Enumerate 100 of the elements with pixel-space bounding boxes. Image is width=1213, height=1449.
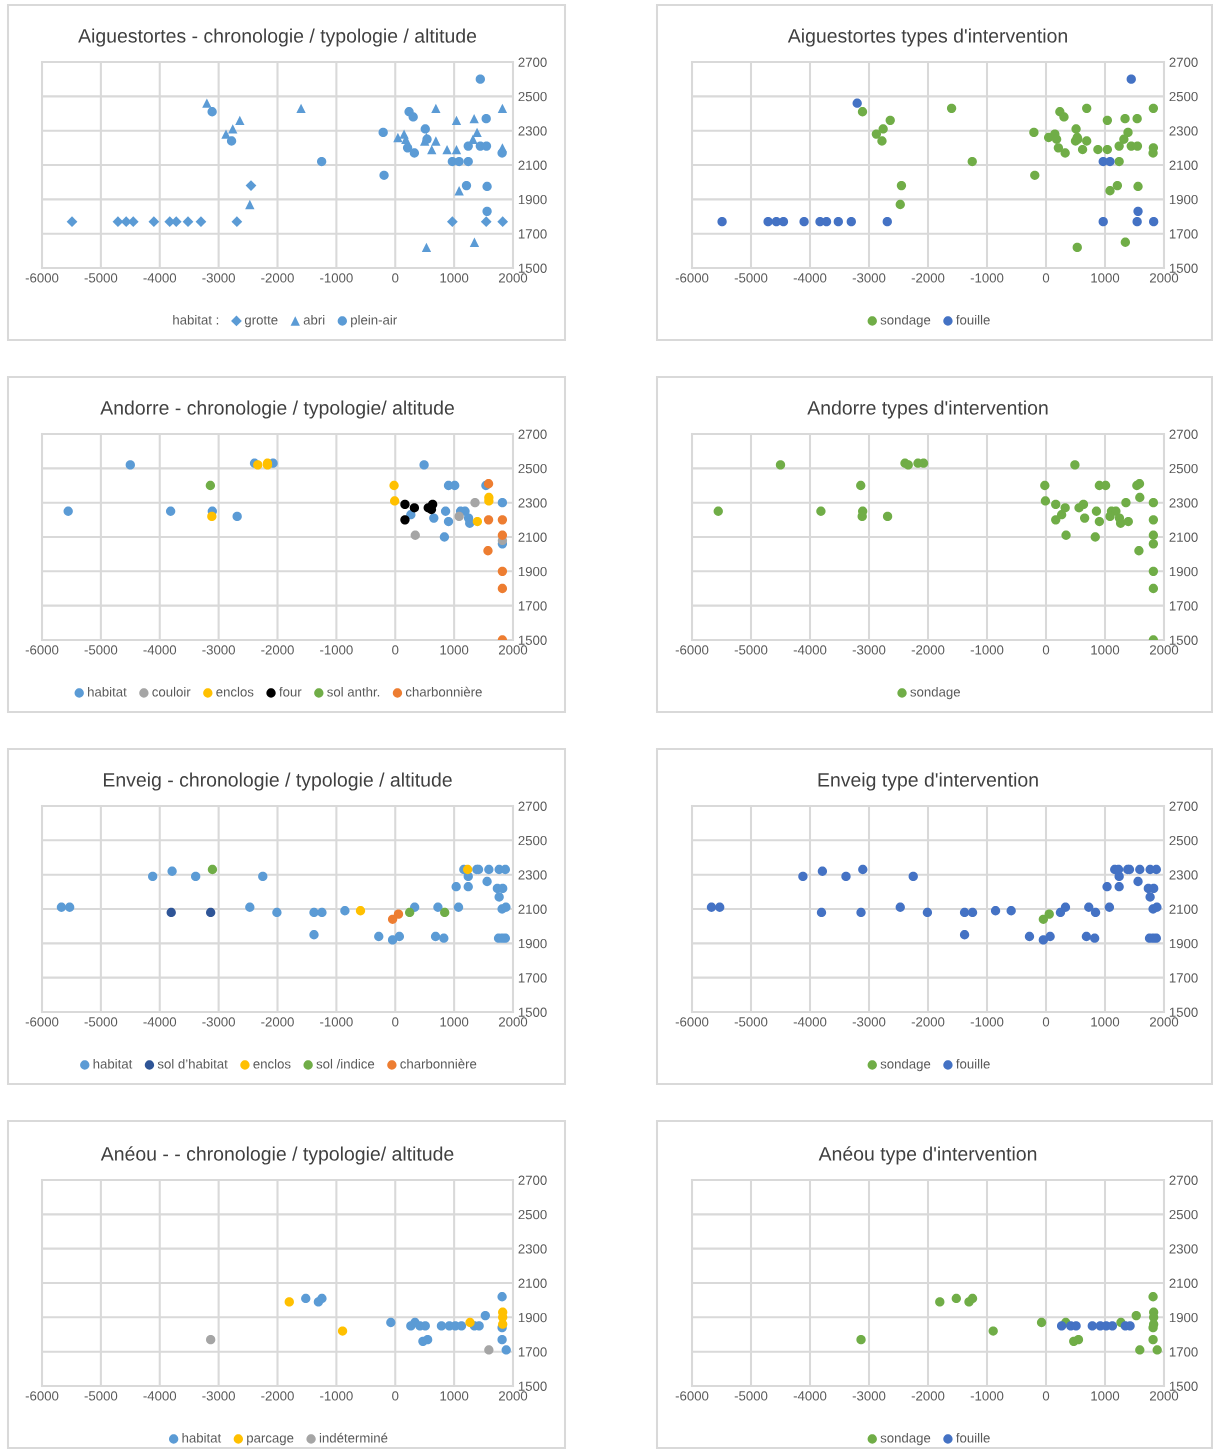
point — [882, 216, 892, 227]
y-tick-label: 2500 — [1169, 91, 1198, 102]
y-tick-label: 1700 — [1169, 229, 1198, 239]
y-tick-label: 2100 — [518, 904, 547, 914]
point — [1029, 127, 1039, 138]
x-tick-label: 2000 — [1149, 1017, 1179, 1027]
legend-label: habitat — [93, 1058, 133, 1069]
point — [245, 902, 255, 912]
x-tick-label: 2000 — [498, 273, 528, 283]
point — [1090, 532, 1100, 542]
x-tick-label: -1000 — [320, 273, 353, 283]
point — [386, 1317, 396, 1328]
point — [497, 148, 507, 158]
point — [1132, 113, 1142, 124]
point — [470, 498, 480, 508]
legend-label: enclos — [253, 1058, 291, 1069]
y-tick-label: 1900 — [518, 1312, 547, 1323]
point — [402, 143, 413, 153]
point — [1119, 134, 1129, 144]
point — [165, 506, 176, 516]
y-tick-label: 1700 — [518, 973, 547, 983]
y-tick-label: 2300 — [518, 870, 547, 880]
legend-label: four — [279, 686, 302, 697]
point — [166, 907, 176, 918]
x-tick-label: 0 — [1042, 273, 1050, 283]
point — [463, 864, 473, 875]
point — [463, 156, 473, 167]
legend-label: charbonnière — [405, 686, 482, 697]
point — [498, 1319, 508, 1329]
point — [451, 115, 462, 126]
legend-label: sol d’habitat — [157, 1058, 228, 1069]
point — [226, 136, 237, 146]
legend-label: sol /indice — [316, 1058, 375, 1069]
point — [1030, 170, 1040, 180]
x-tick-label: 0 — [1042, 1391, 1050, 1401]
point — [1114, 156, 1124, 167]
point — [231, 216, 243, 228]
point — [1040, 480, 1050, 491]
point — [65, 902, 75, 912]
x-tick-label: -6000 — [675, 273, 709, 283]
x-tick-label: 0 — [392, 273, 399, 283]
point — [967, 1293, 978, 1304]
point — [1148, 566, 1159, 576]
point — [959, 907, 970, 918]
point — [450, 480, 460, 491]
legend-label: sondage — [880, 1432, 931, 1446]
legend-label: habitat — [88, 686, 127, 697]
x-tick-label: -4000 — [793, 1391, 827, 1401]
x-tick-label: -2000 — [911, 1391, 945, 1401]
point — [858, 864, 868, 875]
point — [221, 129, 231, 139]
point — [440, 506, 451, 516]
x-tick-label: -6000 — [675, 1017, 709, 1027]
x-tick-label: -1000 — [970, 1391, 1004, 1401]
x-tick-label: -2000 — [911, 273, 945, 283]
x-tick-label: -4000 — [143, 1391, 177, 1401]
point — [497, 1292, 507, 1302]
point — [421, 242, 432, 253]
point — [1120, 237, 1131, 247]
y-tick-label: 1700 — [518, 229, 547, 239]
x-tick-label: 0 — [1042, 1017, 1050, 1027]
point — [1056, 1321, 1067, 1331]
point — [1006, 906, 1016, 916]
point — [148, 871, 158, 882]
x-tick-label: 0 — [392, 645, 399, 655]
point — [1084, 902, 1094, 912]
x-tick-label: 2000 — [1149, 273, 1179, 283]
point — [472, 516, 483, 527]
point — [1114, 141, 1124, 151]
point — [484, 1345, 494, 1355]
point — [816, 907, 827, 918]
legend-label: habitat — [182, 1432, 222, 1443]
x-tick-label: 2000 — [1149, 1391, 1179, 1401]
point — [422, 1334, 433, 1345]
x-tick-label: -6000 — [25, 1017, 59, 1027]
legend-label: indéterminé — [319, 1432, 388, 1443]
point — [717, 216, 727, 227]
point — [253, 460, 263, 470]
x-tick-label: -6000 — [675, 1391, 709, 1401]
point — [465, 518, 475, 528]
point — [1145, 892, 1155, 902]
y-tick-label: 2700 — [518, 801, 547, 811]
x-tick-label: 1000 — [1091, 645, 1120, 655]
point — [451, 144, 462, 155]
x-tick-label: 0 — [392, 1391, 399, 1401]
point — [896, 180, 907, 191]
x-tick-label: -2000 — [261, 1017, 294, 1027]
y-tick-label: 1500 — [518, 1007, 547, 1017]
point — [202, 98, 212, 108]
y-tick-label: 2500 — [518, 463, 547, 474]
y-tick-label: 1700 — [1169, 1347, 1198, 1357]
point — [1045, 931, 1055, 942]
point — [908, 871, 918, 882]
legend-label: plein-air — [351, 314, 397, 328]
x-tick-label: 1000 — [1091, 273, 1120, 283]
point — [1071, 124, 1081, 134]
x-tick-label: -5000 — [84, 1391, 118, 1401]
point — [1082, 136, 1092, 146]
point — [207, 864, 218, 875]
point — [408, 112, 418, 122]
